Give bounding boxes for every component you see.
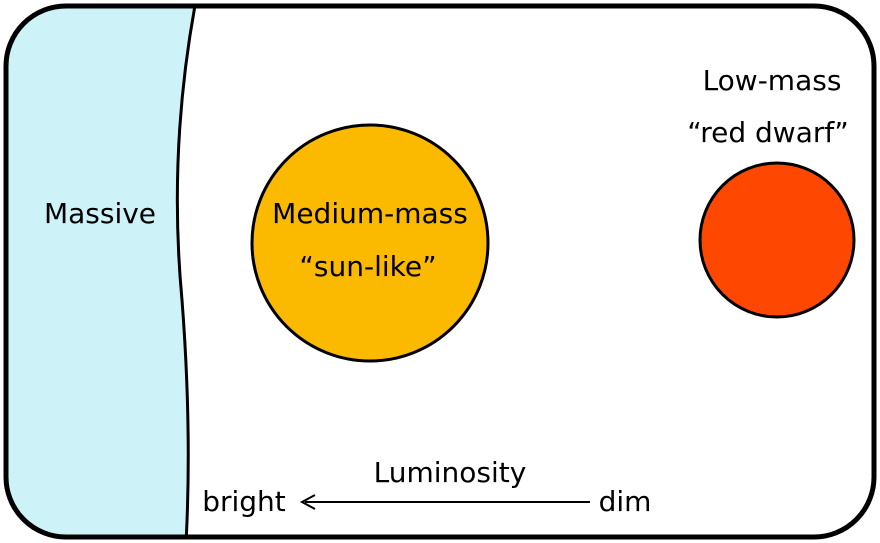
axis-label: Luminosity [374, 456, 527, 489]
massive-label: Massive [44, 197, 156, 230]
red-dwarf [700, 163, 854, 317]
medium-star [252, 125, 488, 361]
medium-label: Medium-mass [272, 197, 468, 230]
axis-right: dim [599, 485, 652, 518]
diagram: Massive Medium-mass “sun-like” Low-mass … [0, 0, 880, 543]
massive-star-edge [0, 0, 196, 543]
low-sublabel: “red dwarf” [687, 116, 848, 149]
medium-sublabel: “sun-like” [299, 250, 436, 283]
low-label: Low-mass [703, 64, 842, 97]
axis-left: bright [202, 485, 286, 518]
